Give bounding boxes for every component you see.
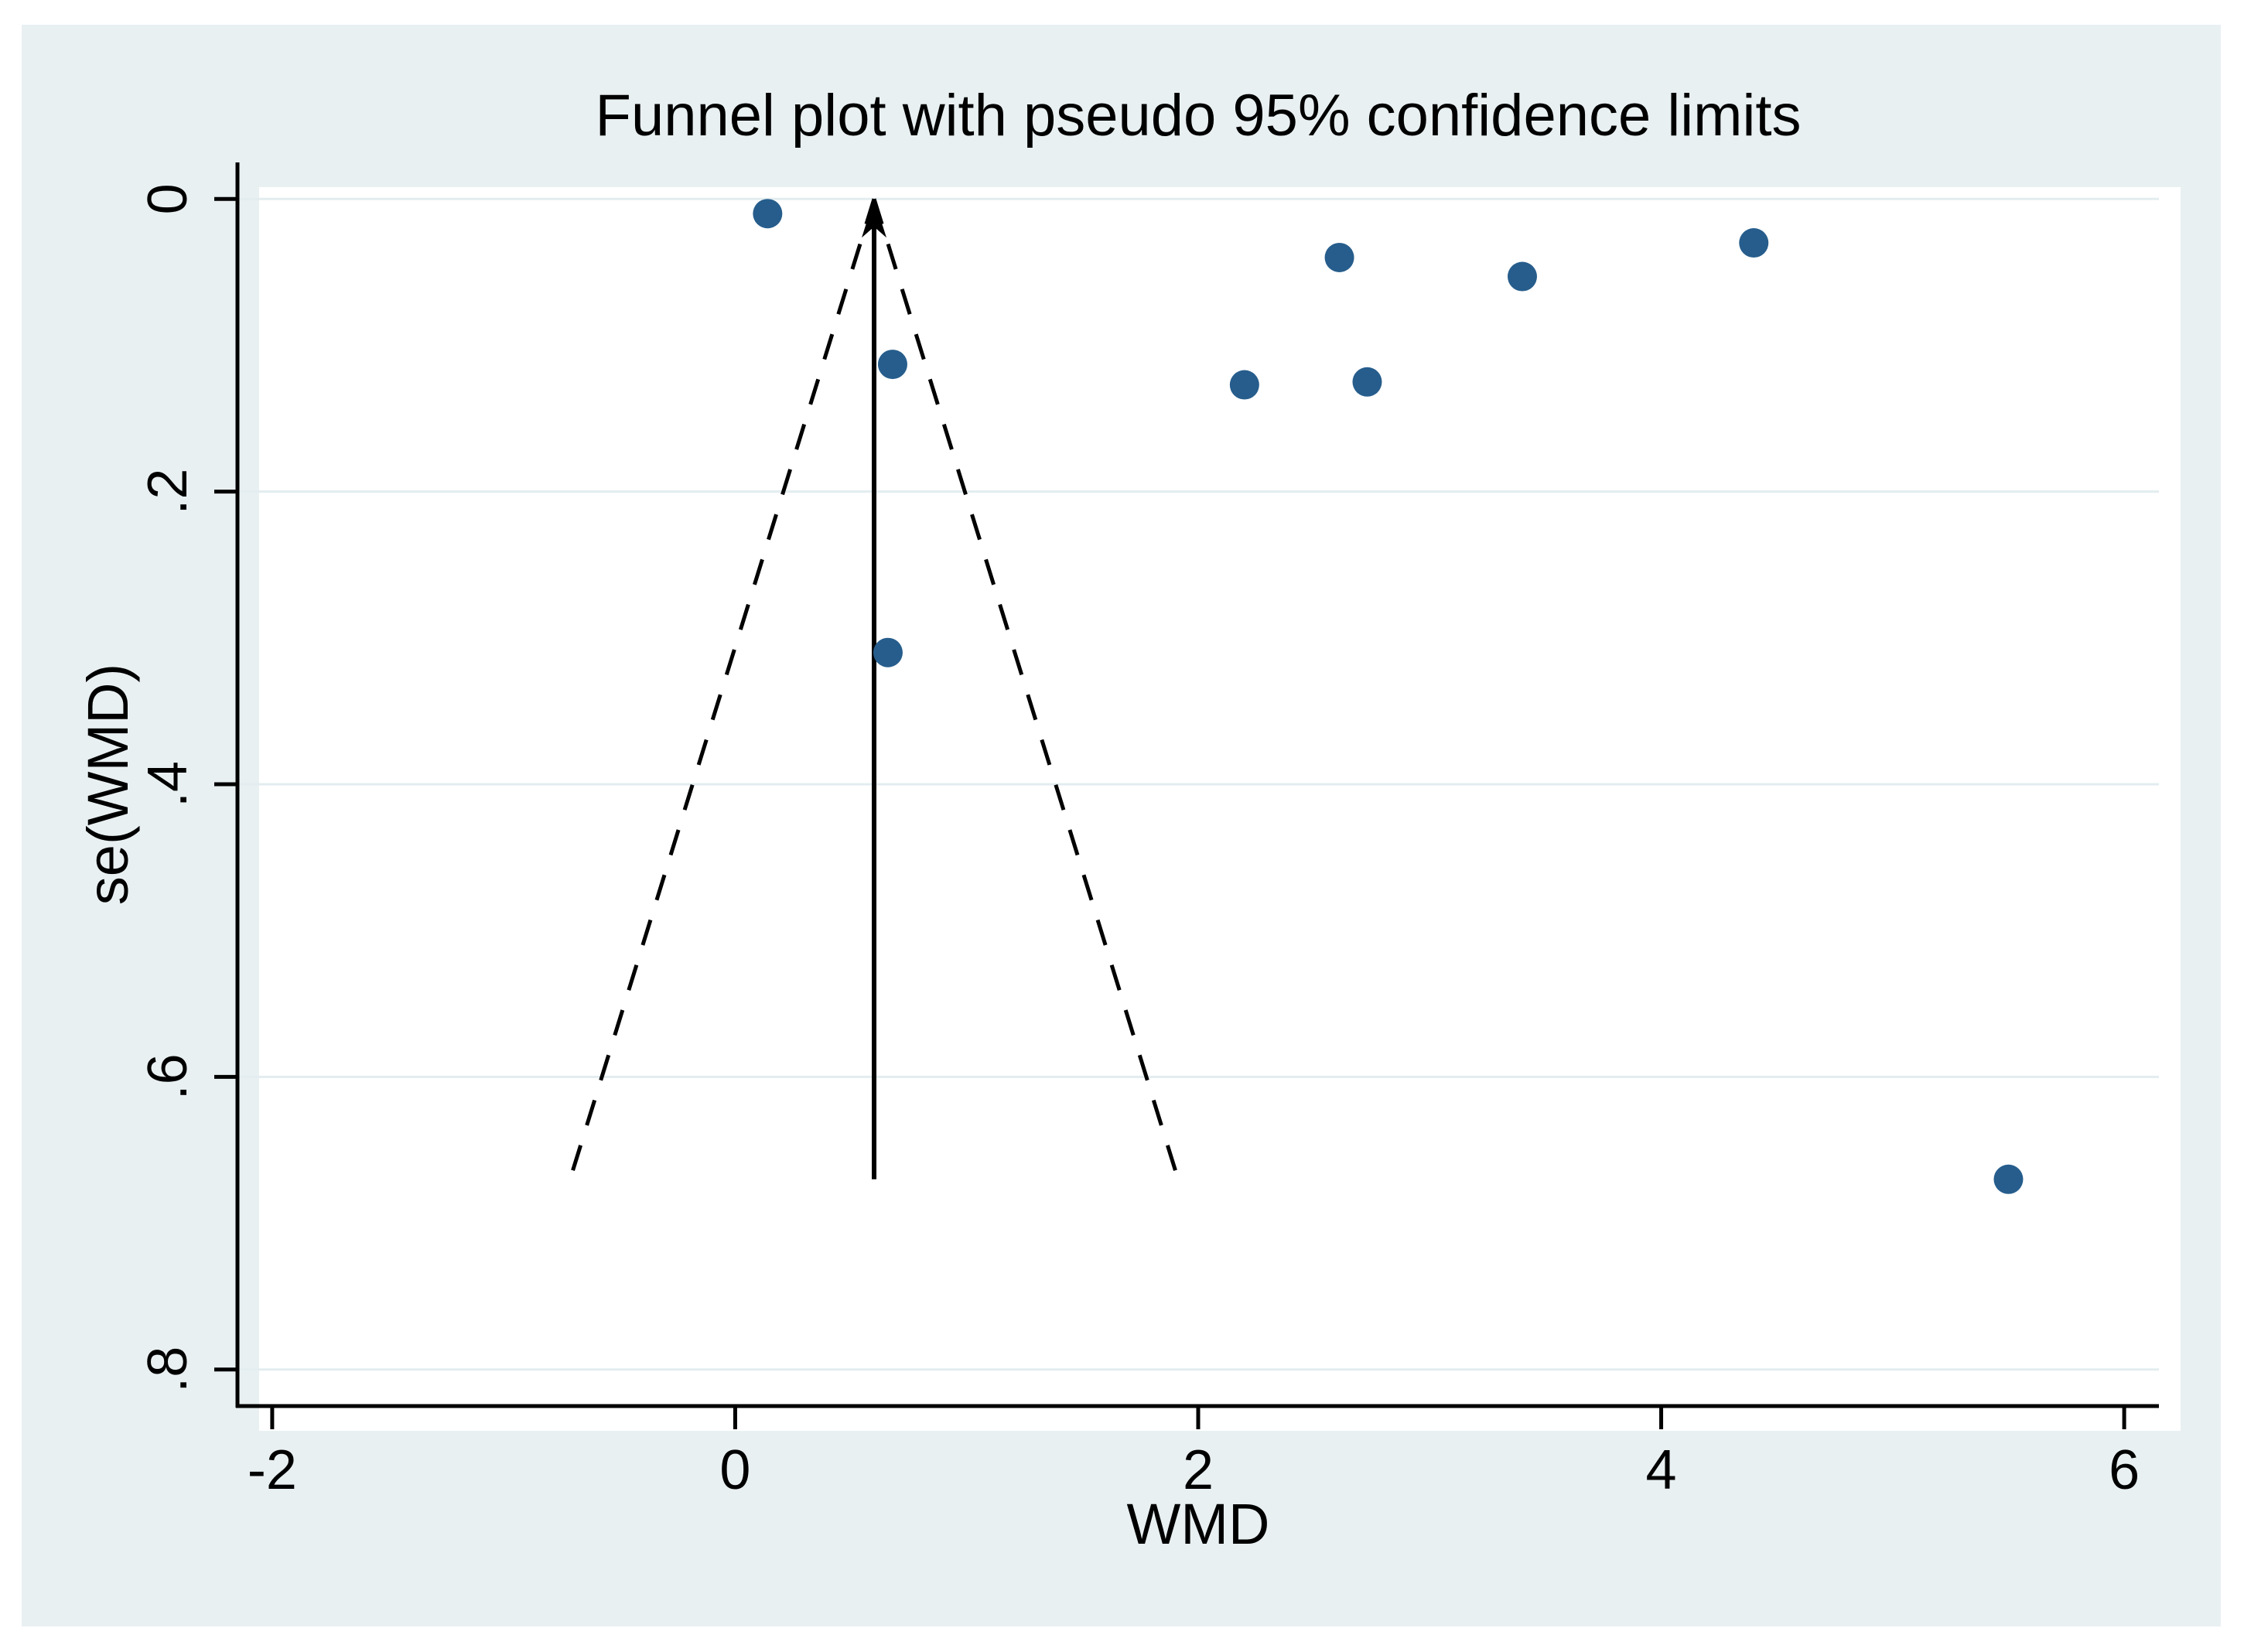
funnel-right-limit (872, 198, 1180, 1180)
y-tick-label: .4 (137, 761, 199, 807)
funnel-arrowhead (862, 199, 887, 238)
y-tick-label: 0 (137, 183, 199, 214)
x-tick-label: -2 (248, 1439, 297, 1501)
data-point (1352, 367, 1382, 397)
data-point (1993, 1164, 2024, 1194)
y-tick-label: .6 (137, 1053, 199, 1100)
x-axis-title: WMD (1126, 1492, 1270, 1556)
funnel-left-limit (568, 198, 876, 1180)
x-tick-label: 4 (1646, 1439, 1677, 1501)
data-point (877, 350, 907, 380)
x-tick-label: 2 (1183, 1439, 1214, 1501)
data-point (1229, 370, 1259, 400)
plot-area (259, 187, 2181, 1431)
y-tick-label: .2 (137, 469, 199, 515)
data-point (753, 199, 783, 229)
chart-title: Funnel plot with pseudo 95% confidence l… (595, 83, 1802, 148)
x-tick-label: 6 (2109, 1439, 2140, 1501)
y-tick-label: .8 (137, 1347, 199, 1393)
data-point (873, 637, 903, 667)
data-point (1739, 228, 1769, 258)
y-axis-title: se(WMD) (76, 663, 140, 906)
x-tick-label: 0 (719, 1439, 750, 1501)
graph-canvas (22, 25, 2221, 1626)
data-point (1324, 242, 1354, 272)
data-point (1507, 261, 1537, 292)
